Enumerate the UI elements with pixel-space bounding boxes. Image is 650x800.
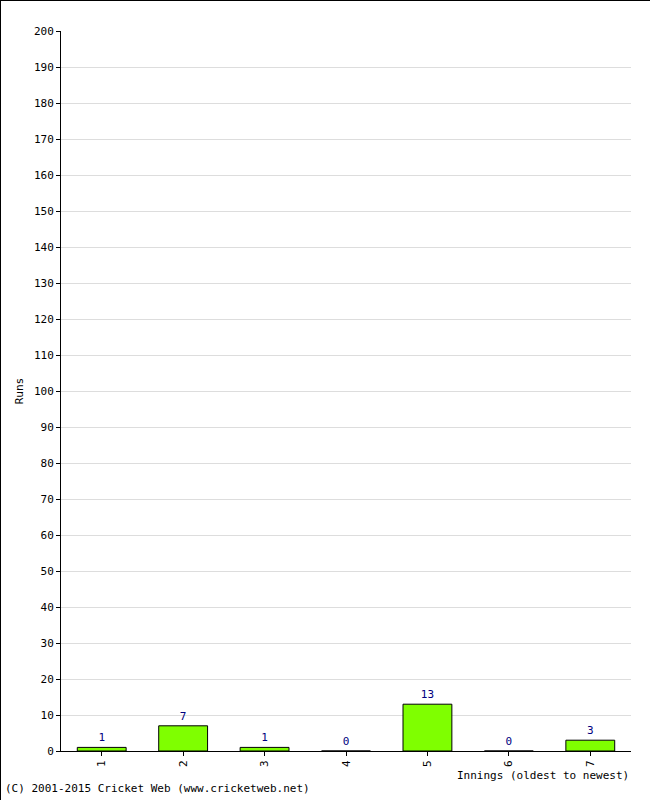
svg-text:2: 2 bbox=[177, 760, 190, 767]
svg-text:170: 170 bbox=[34, 133, 54, 146]
svg-text:100: 100 bbox=[34, 385, 54, 398]
svg-text:180: 180 bbox=[34, 97, 54, 110]
svg-text:13: 13 bbox=[421, 688, 434, 701]
svg-text:3: 3 bbox=[258, 760, 271, 767]
svg-text:60: 60 bbox=[41, 529, 54, 542]
svg-text:6: 6 bbox=[502, 760, 515, 767]
svg-text:150: 150 bbox=[34, 205, 54, 218]
svg-text:1: 1 bbox=[261, 731, 268, 744]
svg-text:3: 3 bbox=[587, 724, 594, 737]
svg-text:30: 30 bbox=[41, 637, 54, 650]
svg-text:1: 1 bbox=[95, 760, 108, 767]
svg-text:190: 190 bbox=[34, 61, 54, 74]
svg-text:Innings (oldest to newest): Innings (oldest to newest) bbox=[457, 769, 629, 782]
svg-text:5: 5 bbox=[421, 760, 434, 767]
svg-text:0: 0 bbox=[47, 745, 54, 758]
svg-text:Runs: Runs bbox=[13, 378, 26, 405]
svg-text:70: 70 bbox=[41, 493, 54, 506]
svg-text:120: 120 bbox=[34, 313, 54, 326]
svg-text:50: 50 bbox=[41, 565, 54, 578]
svg-text:7: 7 bbox=[180, 710, 187, 723]
svg-text:0: 0 bbox=[506, 735, 513, 748]
svg-text:4: 4 bbox=[340, 760, 353, 767]
svg-text:160: 160 bbox=[34, 169, 54, 182]
svg-text:200: 200 bbox=[34, 25, 54, 38]
svg-text:130: 130 bbox=[34, 277, 54, 290]
svg-text:7: 7 bbox=[584, 760, 597, 767]
svg-text:110: 110 bbox=[34, 349, 54, 362]
svg-text:20: 20 bbox=[41, 673, 54, 686]
svg-text:90: 90 bbox=[41, 421, 54, 434]
svg-text:40: 40 bbox=[41, 601, 54, 614]
svg-text:1: 1 bbox=[98, 731, 105, 744]
svg-text:(C) 2001-2015 Cricket Web (www: (C) 2001-2015 Cricket Web (www.cricketwe… bbox=[5, 782, 310, 795]
svg-text:0: 0 bbox=[343, 735, 350, 748]
svg-text:140: 140 bbox=[34, 241, 54, 254]
svg-text:80: 80 bbox=[41, 457, 54, 470]
svg-text:10: 10 bbox=[41, 709, 54, 722]
